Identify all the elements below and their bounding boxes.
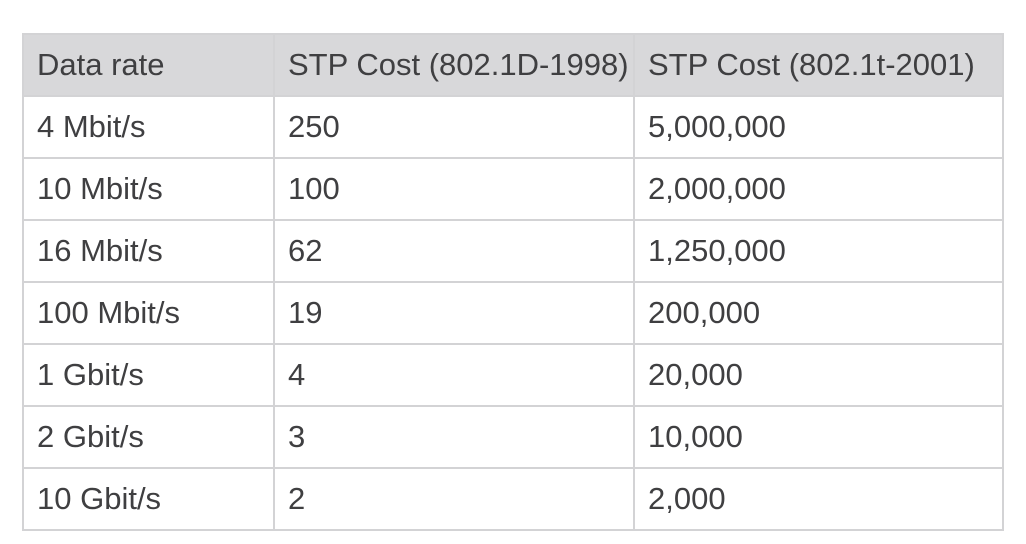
table-row: 1 Gbit/s 4 20,000 (22, 343, 1004, 407)
cell-data-rate: 10 Gbit/s (22, 467, 275, 531)
table-row: 4 Mbit/s 250 5,000,000 (22, 95, 1004, 159)
cell-stp-cost-1998: 62 (273, 219, 635, 283)
cell-data-rate: 10 Mbit/s (22, 157, 275, 221)
cell-stp-cost-1998: 100 (273, 157, 635, 221)
cell-data-rate: 4 Mbit/s (22, 95, 275, 159)
cell-stp-cost-1998: 3 (273, 405, 635, 469)
stp-cost-table: Data rate STP Cost (802.1D-1998) STP Cos… (22, 33, 1004, 531)
cell-stp-cost-2001: 200,000 (633, 281, 1004, 345)
cell-stp-cost-1998: 250 (273, 95, 635, 159)
cell-stp-cost-1998: 2 (273, 467, 635, 531)
cell-data-rate: 100 Mbit/s (22, 281, 275, 345)
cell-stp-cost-2001: 2,000,000 (633, 157, 1004, 221)
header-cell-stp-cost-1998: STP Cost (802.1D-1998) (273, 33, 635, 97)
cell-stp-cost-2001: 2,000 (633, 467, 1004, 531)
table-row: 100 Mbit/s 19 200,000 (22, 281, 1004, 345)
header-cell-data-rate: Data rate (22, 33, 275, 97)
cell-data-rate: 16 Mbit/s (22, 219, 275, 283)
cell-data-rate: 2 Gbit/s (22, 405, 275, 469)
cell-data-rate: 1 Gbit/s (22, 343, 275, 407)
table-row: 2 Gbit/s 3 10,000 (22, 405, 1004, 469)
cell-stp-cost-2001: 10,000 (633, 405, 1004, 469)
cell-stp-cost-2001: 5,000,000 (633, 95, 1004, 159)
table-row: 10 Gbit/s 2 2,000 (22, 467, 1004, 531)
cell-stp-cost-1998: 4 (273, 343, 635, 407)
table-row: 10 Mbit/s 100 2,000,000 (22, 157, 1004, 221)
table-row: 16 Mbit/s 62 1,250,000 (22, 219, 1004, 283)
cell-stp-cost-2001: 20,000 (633, 343, 1004, 407)
cell-stp-cost-1998: 19 (273, 281, 635, 345)
cell-stp-cost-2001: 1,250,000 (633, 219, 1004, 283)
table-header-row: Data rate STP Cost (802.1D-1998) STP Cos… (22, 33, 1004, 97)
header-cell-stp-cost-2001: STP Cost (802.1t-2001) (633, 33, 1004, 97)
